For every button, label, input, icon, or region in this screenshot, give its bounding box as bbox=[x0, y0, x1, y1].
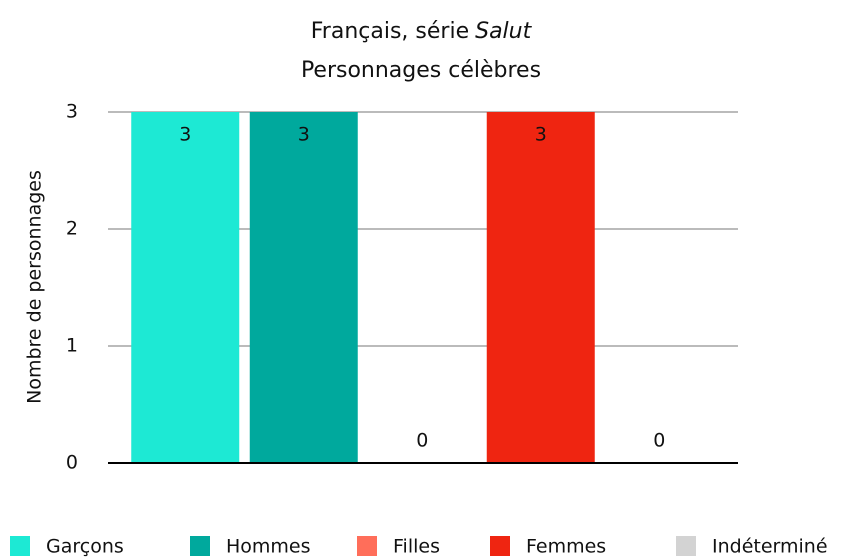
legend-label: Femmes bbox=[526, 536, 606, 558]
chart-subtitle: Personnages célèbres bbox=[301, 58, 541, 83]
data-label: 0 bbox=[416, 430, 428, 452]
y-tick-label: 1 bbox=[66, 335, 78, 357]
bar bbox=[249, 112, 358, 463]
title-emphasis: Salut bbox=[475, 19, 533, 44]
legend-label: Garçons bbox=[46, 536, 124, 558]
y-tick-label: 0 bbox=[66, 452, 78, 474]
y-tick-label: 3 bbox=[66, 101, 78, 123]
legend-label: Indéterminé bbox=[712, 536, 828, 558]
y-axis-title: Nombre de personnages bbox=[24, 170, 46, 404]
data-label: 3 bbox=[179, 124, 191, 146]
data-label: 3 bbox=[298, 124, 310, 146]
legend-swatch bbox=[10, 536, 30, 556]
y-tick-label: 2 bbox=[66, 218, 78, 240]
legend-swatch bbox=[490, 536, 510, 556]
legend-swatch bbox=[676, 536, 696, 556]
legend-swatch bbox=[357, 536, 377, 556]
chart-title: Français, série Salut bbox=[311, 19, 533, 44]
legend-label: Hommes bbox=[226, 536, 311, 558]
bar bbox=[486, 112, 595, 463]
title-text: Français, série bbox=[311, 19, 469, 44]
bar bbox=[131, 112, 240, 463]
data-label: 3 bbox=[535, 124, 547, 146]
legend-swatch bbox=[190, 536, 210, 556]
data-label: 0 bbox=[653, 430, 665, 452]
legend-label: Filles bbox=[393, 536, 440, 558]
